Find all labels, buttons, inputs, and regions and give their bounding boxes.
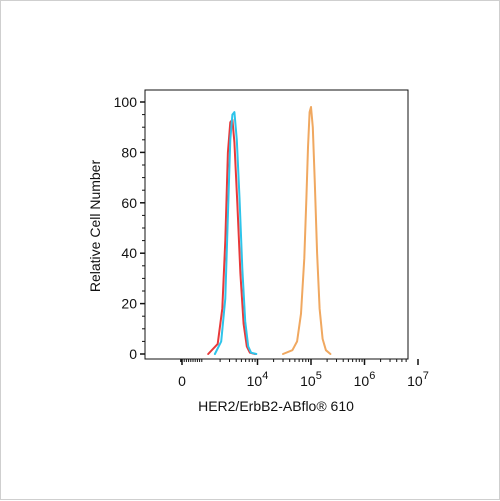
y-tick-label: 100 — [114, 94, 138, 110]
series-layer — [207, 106, 332, 355]
series-line-3 — [282, 106, 332, 355]
x-tick-label: 106 — [354, 370, 376, 389]
x-axis-title: HER2/ErbB2-ABflo® 610 — [198, 398, 354, 414]
series-line-2 — [213, 111, 258, 355]
y-tick-label: 20 — [121, 296, 137, 312]
y-tick-label: 40 — [121, 245, 137, 261]
x-tick-label: 107 — [407, 370, 429, 389]
y-tick-label: 60 — [121, 195, 137, 211]
x-tick-label: 0 — [178, 373, 186, 389]
y-tick-label: 0 — [129, 346, 137, 362]
y-axis-title: Relative Cell Number — [87, 160, 103, 293]
y-axis-ticks: 0 20 40 60 80 100 — [114, 94, 145, 362]
series-line-1 — [207, 118, 257, 355]
y-tick-label: 80 — [121, 144, 137, 160]
x-tick-label: 104 — [247, 370, 269, 389]
plot-area — [144, 89, 409, 360]
x-tick-label: 105 — [300, 370, 322, 389]
x-axis-ticks: 0 104 105 106 107 — [178, 359, 429, 389]
minor-ticks — [142, 114, 407, 362]
